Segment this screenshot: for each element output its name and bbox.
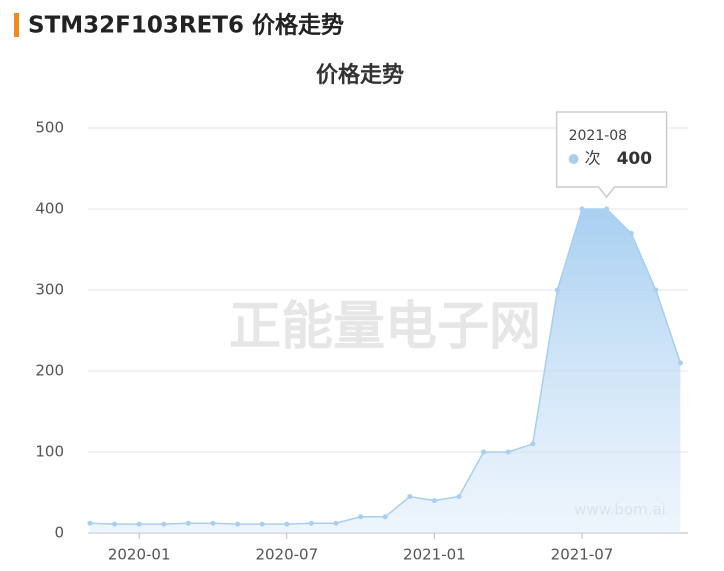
point xyxy=(284,521,290,527)
y-tick-label: 0 xyxy=(54,524,64,542)
point xyxy=(481,449,487,455)
page-title: STM32F103RET6 价格走势 xyxy=(28,12,344,39)
tooltip-category: 2021-08 xyxy=(569,128,628,144)
point xyxy=(87,520,93,526)
point xyxy=(308,520,314,526)
point xyxy=(382,514,388,520)
x-tick-label: 2021-01 xyxy=(403,546,466,564)
point xyxy=(554,287,560,293)
point xyxy=(210,520,216,526)
x-tick-label: 2020-07 xyxy=(255,546,318,564)
y-tick-label: 200 xyxy=(35,362,64,380)
tooltip-series: 次 xyxy=(585,149,601,168)
y-tick-label: 500 xyxy=(35,119,64,137)
y-tick-label: 300 xyxy=(35,281,64,299)
point xyxy=(358,514,364,520)
point xyxy=(161,521,167,527)
x-tick-label: 2021-07 xyxy=(551,546,614,564)
point xyxy=(136,521,142,527)
point xyxy=(333,520,339,526)
point xyxy=(185,520,191,526)
point xyxy=(604,206,610,212)
point xyxy=(112,521,118,527)
chart-title: 价格走势 xyxy=(316,62,404,88)
point xyxy=(235,521,241,527)
point xyxy=(456,494,462,500)
point xyxy=(628,230,634,236)
tooltip-box xyxy=(555,111,668,199)
tooltip-value: 400 xyxy=(617,149,653,169)
point xyxy=(530,441,536,447)
point xyxy=(431,498,437,504)
y-tick-label: 400 xyxy=(35,200,64,218)
point xyxy=(677,360,683,366)
watermark: 正能量电子网 xyxy=(229,297,541,357)
y-tick-label: 100 xyxy=(35,443,64,461)
point xyxy=(259,521,265,527)
point xyxy=(579,206,585,212)
tooltip-dot xyxy=(568,154,579,164)
point xyxy=(653,287,659,293)
x-tick-label: 2020-01 xyxy=(108,546,171,564)
tooltip: 2021-08 次 400 xyxy=(555,111,668,199)
point xyxy=(407,494,413,500)
point xyxy=(505,449,511,455)
header-accent xyxy=(14,13,19,37)
area xyxy=(90,209,681,533)
